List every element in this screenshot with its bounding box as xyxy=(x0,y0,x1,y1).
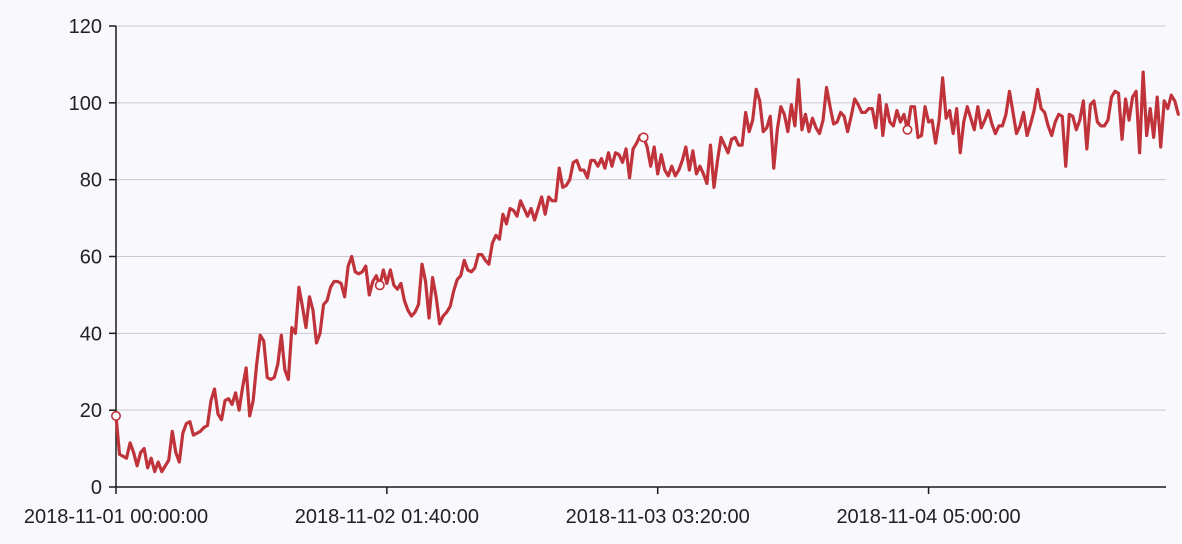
series-group xyxy=(111,70,1180,474)
y-tick-label: 0 xyxy=(91,477,102,499)
y-tick-label: 80 xyxy=(80,170,102,192)
x-tick-label: 2018-11-03 03:20:00 xyxy=(566,506,750,528)
data-point-marker xyxy=(638,132,649,143)
y-tick-label: 20 xyxy=(80,400,102,422)
y-tick-label: 40 xyxy=(80,323,102,345)
y-axis-ticks: 0 20 40 60 80 100 120 xyxy=(69,16,116,499)
x-axis-ticks: 2018-11-01 00:00:00 2018-11-02 01:40:00 20… xyxy=(24,487,1021,528)
x-tick-label: 2018-11-04 05:00:00 xyxy=(836,506,1020,528)
y-tick-label: 120 xyxy=(69,16,102,38)
y-tick-label: 60 xyxy=(80,247,102,269)
data-point-marker xyxy=(111,410,122,421)
x-tick-label: 2018-11-02 01:40:00 xyxy=(295,506,479,528)
y-tick-label: 100 xyxy=(69,93,102,115)
series-line xyxy=(114,70,1180,474)
data-point-marker xyxy=(902,124,913,135)
data-point-marker xyxy=(374,280,385,291)
x-tick-label: 2018-11-01 00:00:00 xyxy=(24,506,208,528)
